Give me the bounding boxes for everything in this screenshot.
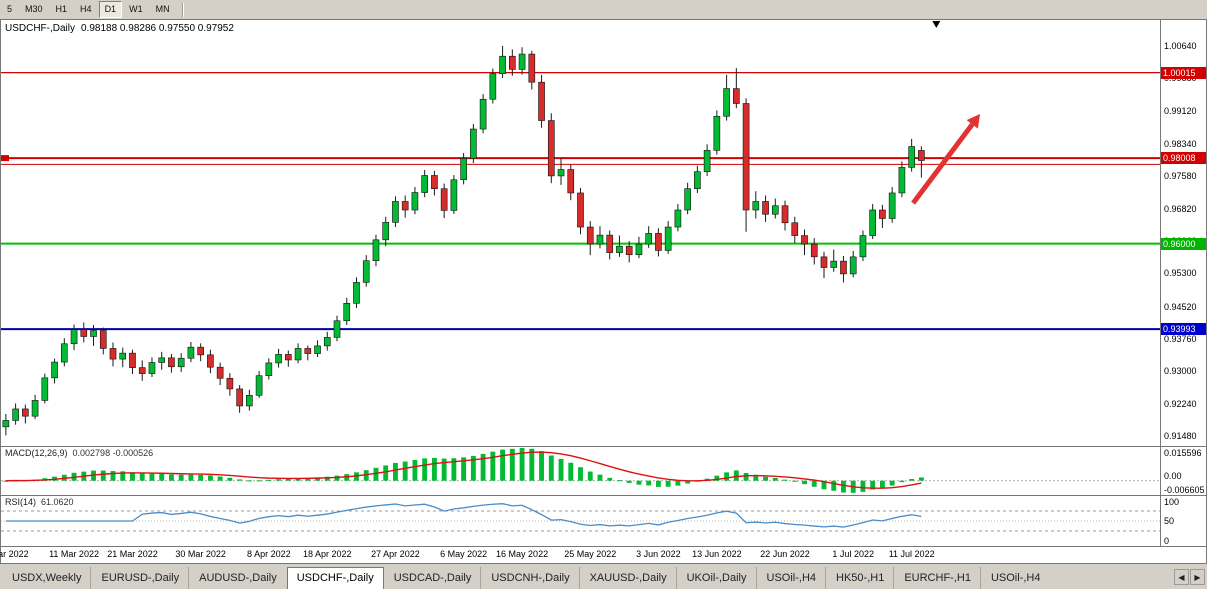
- rsi-value: 61.0620: [41, 497, 74, 507]
- date-label: 2 Mar 2022: [0, 549, 29, 559]
- candlestick-chart[interactable]: USDCHF-,Daily 0.98188 0.98286 0.97550 0.9…: [1, 20, 1160, 446]
- chart-tab-eurusd-daily[interactable]: EURUSD-,Daily: [91, 567, 189, 589]
- rsi-axis-label-2: 0: [1164, 536, 1170, 546]
- macd-axis: 0.015596 0.00 -0.006605: [1160, 447, 1206, 495]
- timeframe-button-mn[interactable]: MN: [155, 4, 170, 14]
- timeframe-button-h1[interactable]: H1: [55, 4, 68, 14]
- rsi-axis-label-1: 50: [1164, 516, 1175, 526]
- chart-tab-xauusd-daily[interactable]: XAUUSD-,Daily: [580, 567, 677, 589]
- price-tick: 0.98340: [1164, 138, 1197, 149]
- chart-tab-usoil-h4[interactable]: USOil-,H4: [981, 567, 1051, 589]
- chart-title: USDCHF-,Daily 0.98188 0.98286 0.97550 0.9…: [5, 23, 234, 34]
- price-chart-panel: USDCHF-,Daily 0.98188 0.98286 0.97550 0.9…: [1, 20, 1206, 447]
- macd-title: MACD(12,26,9) 0.002798 -0.000526: [5, 448, 153, 458]
- chart-tab-audusd-daily[interactable]: AUDUSD-,Daily: [189, 567, 287, 589]
- chart-tab-usdx-weekly[interactable]: USDX,Weekly: [12, 572, 82, 584]
- timeframe-button-m30[interactable]: M30: [25, 4, 43, 14]
- date-label: 16 May 2022: [496, 549, 549, 559]
- date-label: 27 Apr 2022: [371, 549, 420, 559]
- price-badge-0.96000: 0.96000: [1161, 237, 1206, 250]
- date-label: 8 Apr 2022: [247, 549, 291, 559]
- date-label: 3 Jun 2022: [636, 549, 681, 559]
- symbol-tabbar: USDX,Weekly EURUSD-,Daily AUDUSD-,Daily USD…: [0, 564, 1207, 589]
- price-tick: 0.96820: [1164, 203, 1197, 214]
- date-label: 1 Jul 2022: [832, 549, 874, 559]
- chart-window: USDCHF-,Daily 0.98188 0.98286 0.97550 0.9…: [0, 19, 1207, 564]
- macd-axis-min: -0.006605: [1164, 485, 1205, 495]
- macd-chart[interactable]: MACD(12,26,9) 0.002798 -0.000526: [1, 447, 1160, 495]
- price-tick: 0.93760: [1164, 334, 1197, 345]
- macd-axis-zero: 0.00: [1164, 470, 1182, 481]
- macd-values: 0.002798 -0.000526: [72, 448, 154, 458]
- date-label: 22 Jun 2022: [760, 549, 810, 559]
- rsi-chart[interactable]: RSI(14) 61.0620: [1, 496, 1160, 546]
- price-axis[interactable]: 1.006400.998800.991200.983400.975800.968…: [1160, 20, 1206, 446]
- chart-tab-usdcnh-daily[interactable]: USDCNH-,Daily: [481, 567, 579, 589]
- timeframe-button-w1[interactable]: W1: [129, 4, 143, 14]
- price-tick: 1.00640: [1164, 40, 1197, 51]
- chart-tab-hk50-h1[interactable]: HK50-,H1: [826, 567, 894, 589]
- trend-arrow[interactable]: [911, 113, 981, 205]
- date-label: 6 May 2022: [440, 549, 488, 559]
- macd-panel: MACD(12,26,9) 0.002798 -0.000526 0.015596…: [1, 447, 1206, 496]
- chart-tab-usoil-h4[interactable]: USOil-,H4: [757, 567, 827, 589]
- macd-axis-max: 0.015596: [1164, 448, 1202, 458]
- chart-tab-ukoil-daily[interactable]: UKOil-,Daily: [677, 567, 757, 589]
- tab-scroll-arrows: ◀ ▶: [1174, 569, 1205, 585]
- rsi-axis: 100 50 0: [1160, 496, 1206, 546]
- price-tick: 0.97580: [1164, 171, 1197, 182]
- date-label: 13 Jun 2022: [692, 549, 742, 559]
- price-tick: 0.99120: [1164, 105, 1197, 116]
- price-badge-0.98008: 0.98008: [1161, 152, 1206, 165]
- rsi-panel: RSI(14) 61.0620 100 50 0: [1, 496, 1206, 547]
- chart-tab-usdcad-daily[interactable]: USDCAD-,Daily: [393, 572, 472, 584]
- date-label: 21 Mar 2022: [107, 549, 158, 559]
- date-label: 11 Mar 2022: [49, 549, 99, 559]
- timeframe-toolbar: 5 M30 H1 H4 D1 W1 MN: [0, 0, 1207, 19]
- date-label: 18 Apr 2022: [302, 549, 352, 559]
- price-badge-0.93993: 0.93993: [1161, 323, 1206, 336]
- symbol-period-label: USDCHF-,Daily: [5, 23, 75, 34]
- time-axis[interactable]: 2 Mar 2022 11 Mar 2022 21 Mar 2022 30 Mar 2…: [0, 547, 1206, 563]
- macd-name: MACD(12,26,9): [5, 448, 68, 458]
- timeframe-button-d1[interactable]: D1: [98, 1, 123, 18]
- price-tick: 0.91480: [1164, 431, 1197, 442]
- price-tick: 0.92240: [1164, 398, 1197, 409]
- date-label: 30 Mar 2022: [175, 549, 226, 559]
- rsi-name: RSI(14): [5, 497, 37, 507]
- toolbar-separator: [181, 2, 183, 17]
- tab-scroll-right-icon[interactable]: ▶: [1190, 569, 1205, 585]
- price-badge-1.00015: 1.00015: [1161, 66, 1206, 79]
- chart-shift-marker-icon: [932, 21, 941, 28]
- symbol-tabs: USDX,Weekly EURUSD-,Daily AUDUSD-,Daily USD…: [2, 567, 1050, 589]
- chart-tab-usdchf-daily[interactable]: USDCHF-,Daily: [286, 567, 384, 589]
- timeframe-button-h4[interactable]: H4: [80, 4, 92, 14]
- date-label: 11 Jul 2022: [888, 549, 935, 559]
- rsi-axis-label-0: 100: [1164, 497, 1180, 507]
- tab-scroll-left-icon[interactable]: ◀: [1174, 569, 1189, 585]
- ohlc-values: 0.98188 0.98286 0.97550 0.97952: [81, 23, 234, 34]
- rsi-title: RSI(14) 61.0620: [5, 497, 74, 507]
- price-tick: 0.94520: [1164, 301, 1197, 312]
- price-tick: 0.95300: [1164, 268, 1197, 279]
- date-label: 25 May 2022: [564, 549, 617, 559]
- timeframe-button-5[interactable]: 5: [7, 4, 13, 14]
- price-tick: 0.93000: [1164, 366, 1197, 377]
- chart-tab-eurchf-h1[interactable]: EURCHF-,H1: [894, 567, 981, 589]
